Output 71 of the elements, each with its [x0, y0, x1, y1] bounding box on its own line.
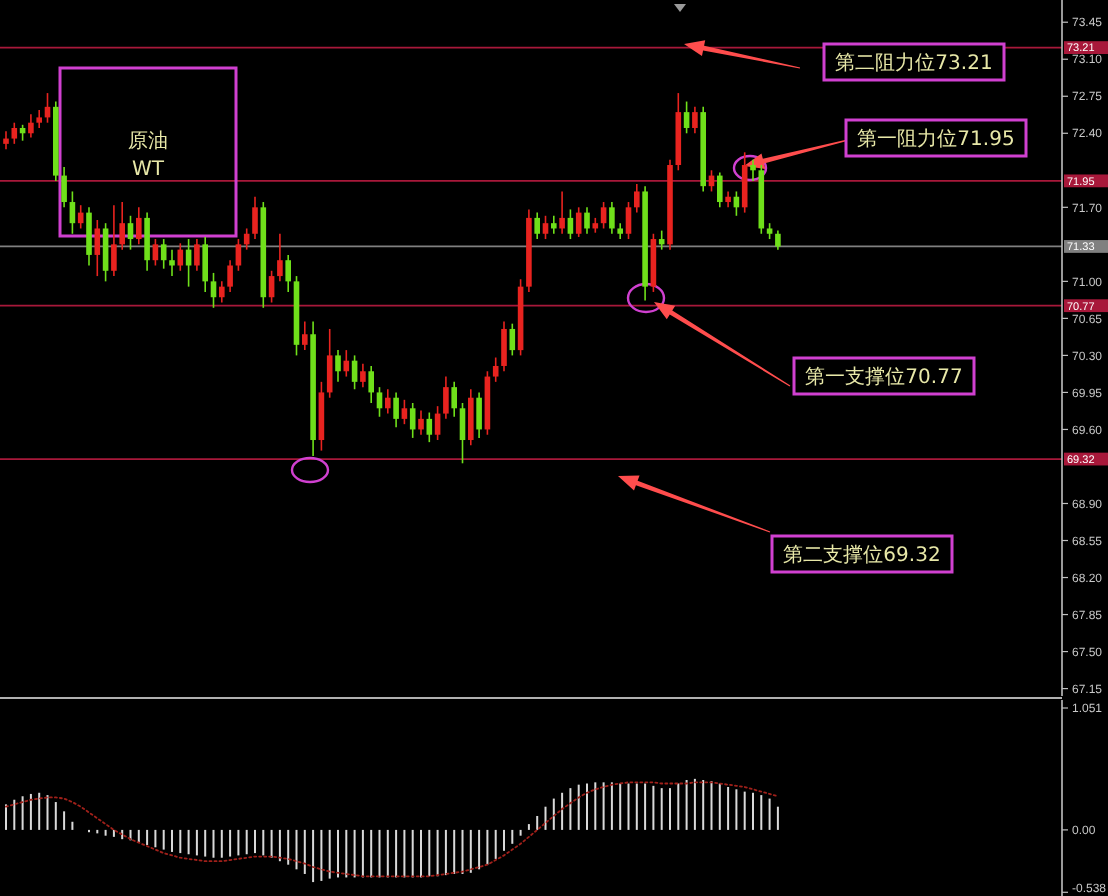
candlestick: [609, 201, 615, 235]
candlestick: [476, 391, 482, 439]
candlestick: [194, 238, 200, 272]
candlestick: [102, 222, 109, 283]
candlestick: [775, 229, 781, 251]
candlestick: [443, 375, 449, 420]
candlestick: [658, 229, 665, 251]
candlestick: [318, 381, 325, 452]
candlestick: [584, 206, 590, 235]
candlestick: [3, 130, 9, 150]
candlestick: [600, 201, 607, 230]
candlestick: [326, 328, 333, 399]
candlestick: [219, 280, 225, 304]
candlestick: [302, 320, 308, 351]
candlestick: [285, 254, 291, 293]
candlestick: [634, 183, 640, 214]
candlestick: [418, 409, 424, 436]
candlestick: [717, 171, 723, 209]
candlestick: [86, 206, 92, 267]
candlestick: [160, 238, 167, 270]
candlestick: [202, 236, 208, 293]
candlestick: [401, 399, 408, 425]
candlestick: [119, 201, 125, 251]
candlestick: [252, 195, 258, 240]
candlestick: [136, 206, 142, 246]
line-series: [5, 781, 779, 878]
candlestick: [335, 349, 341, 383]
candlestick: [94, 219, 101, 277]
annotation: 第一支撑位70.77: [805, 365, 963, 389]
candlestick: [111, 204, 117, 277]
candlestick: [61, 166, 67, 209]
candlestick: [683, 100, 690, 135]
candlestick: [277, 232, 283, 283]
candlestick: [11, 121, 18, 145]
annotation: 第二阻力位73.21: [835, 51, 993, 75]
candlestick: [77, 204, 84, 230]
candlestick: [567, 208, 574, 240]
candlestick: [426, 411, 433, 443]
candlestick: [152, 238, 159, 267]
candlestick: [750, 158, 756, 182]
candlestick: [385, 388, 391, 415]
annotation: 第二支撑位69.32: [783, 543, 941, 567]
candlestick: [551, 214, 557, 235]
candlestick: [575, 206, 582, 238]
annotation: 第一阻力位71.95: [857, 127, 1015, 151]
candlestick: [451, 381, 457, 418]
candlestick: [127, 214, 134, 251]
candlestick: [210, 272, 217, 309]
candlestick: [542, 214, 549, 240]
candlestick: [360, 363, 366, 388]
candlestick: [227, 259, 233, 293]
candlestick: [534, 211, 540, 240]
candlestick: [169, 248, 175, 277]
candlestick: [650, 232, 657, 293]
annotation: 原油: [128, 129, 168, 153]
candlestick: [559, 190, 565, 235]
candlestick: [368, 365, 374, 404]
candlestick: [393, 391, 399, 429]
candlestick: [28, 113, 34, 139]
candlestick: [376, 386, 383, 418]
candlestick: [741, 151, 748, 214]
candlestick: [501, 320, 507, 373]
candlestick: [409, 402, 416, 439]
candlestick: [144, 211, 150, 272]
candlestick: [243, 227, 250, 251]
candlestick: [459, 402, 466, 465]
candlestick: [625, 201, 632, 240]
candlestick: [468, 388, 474, 447]
candlestick: [492, 356, 499, 383]
candlestick: [692, 106, 698, 135]
annotation: WT: [132, 159, 166, 181]
